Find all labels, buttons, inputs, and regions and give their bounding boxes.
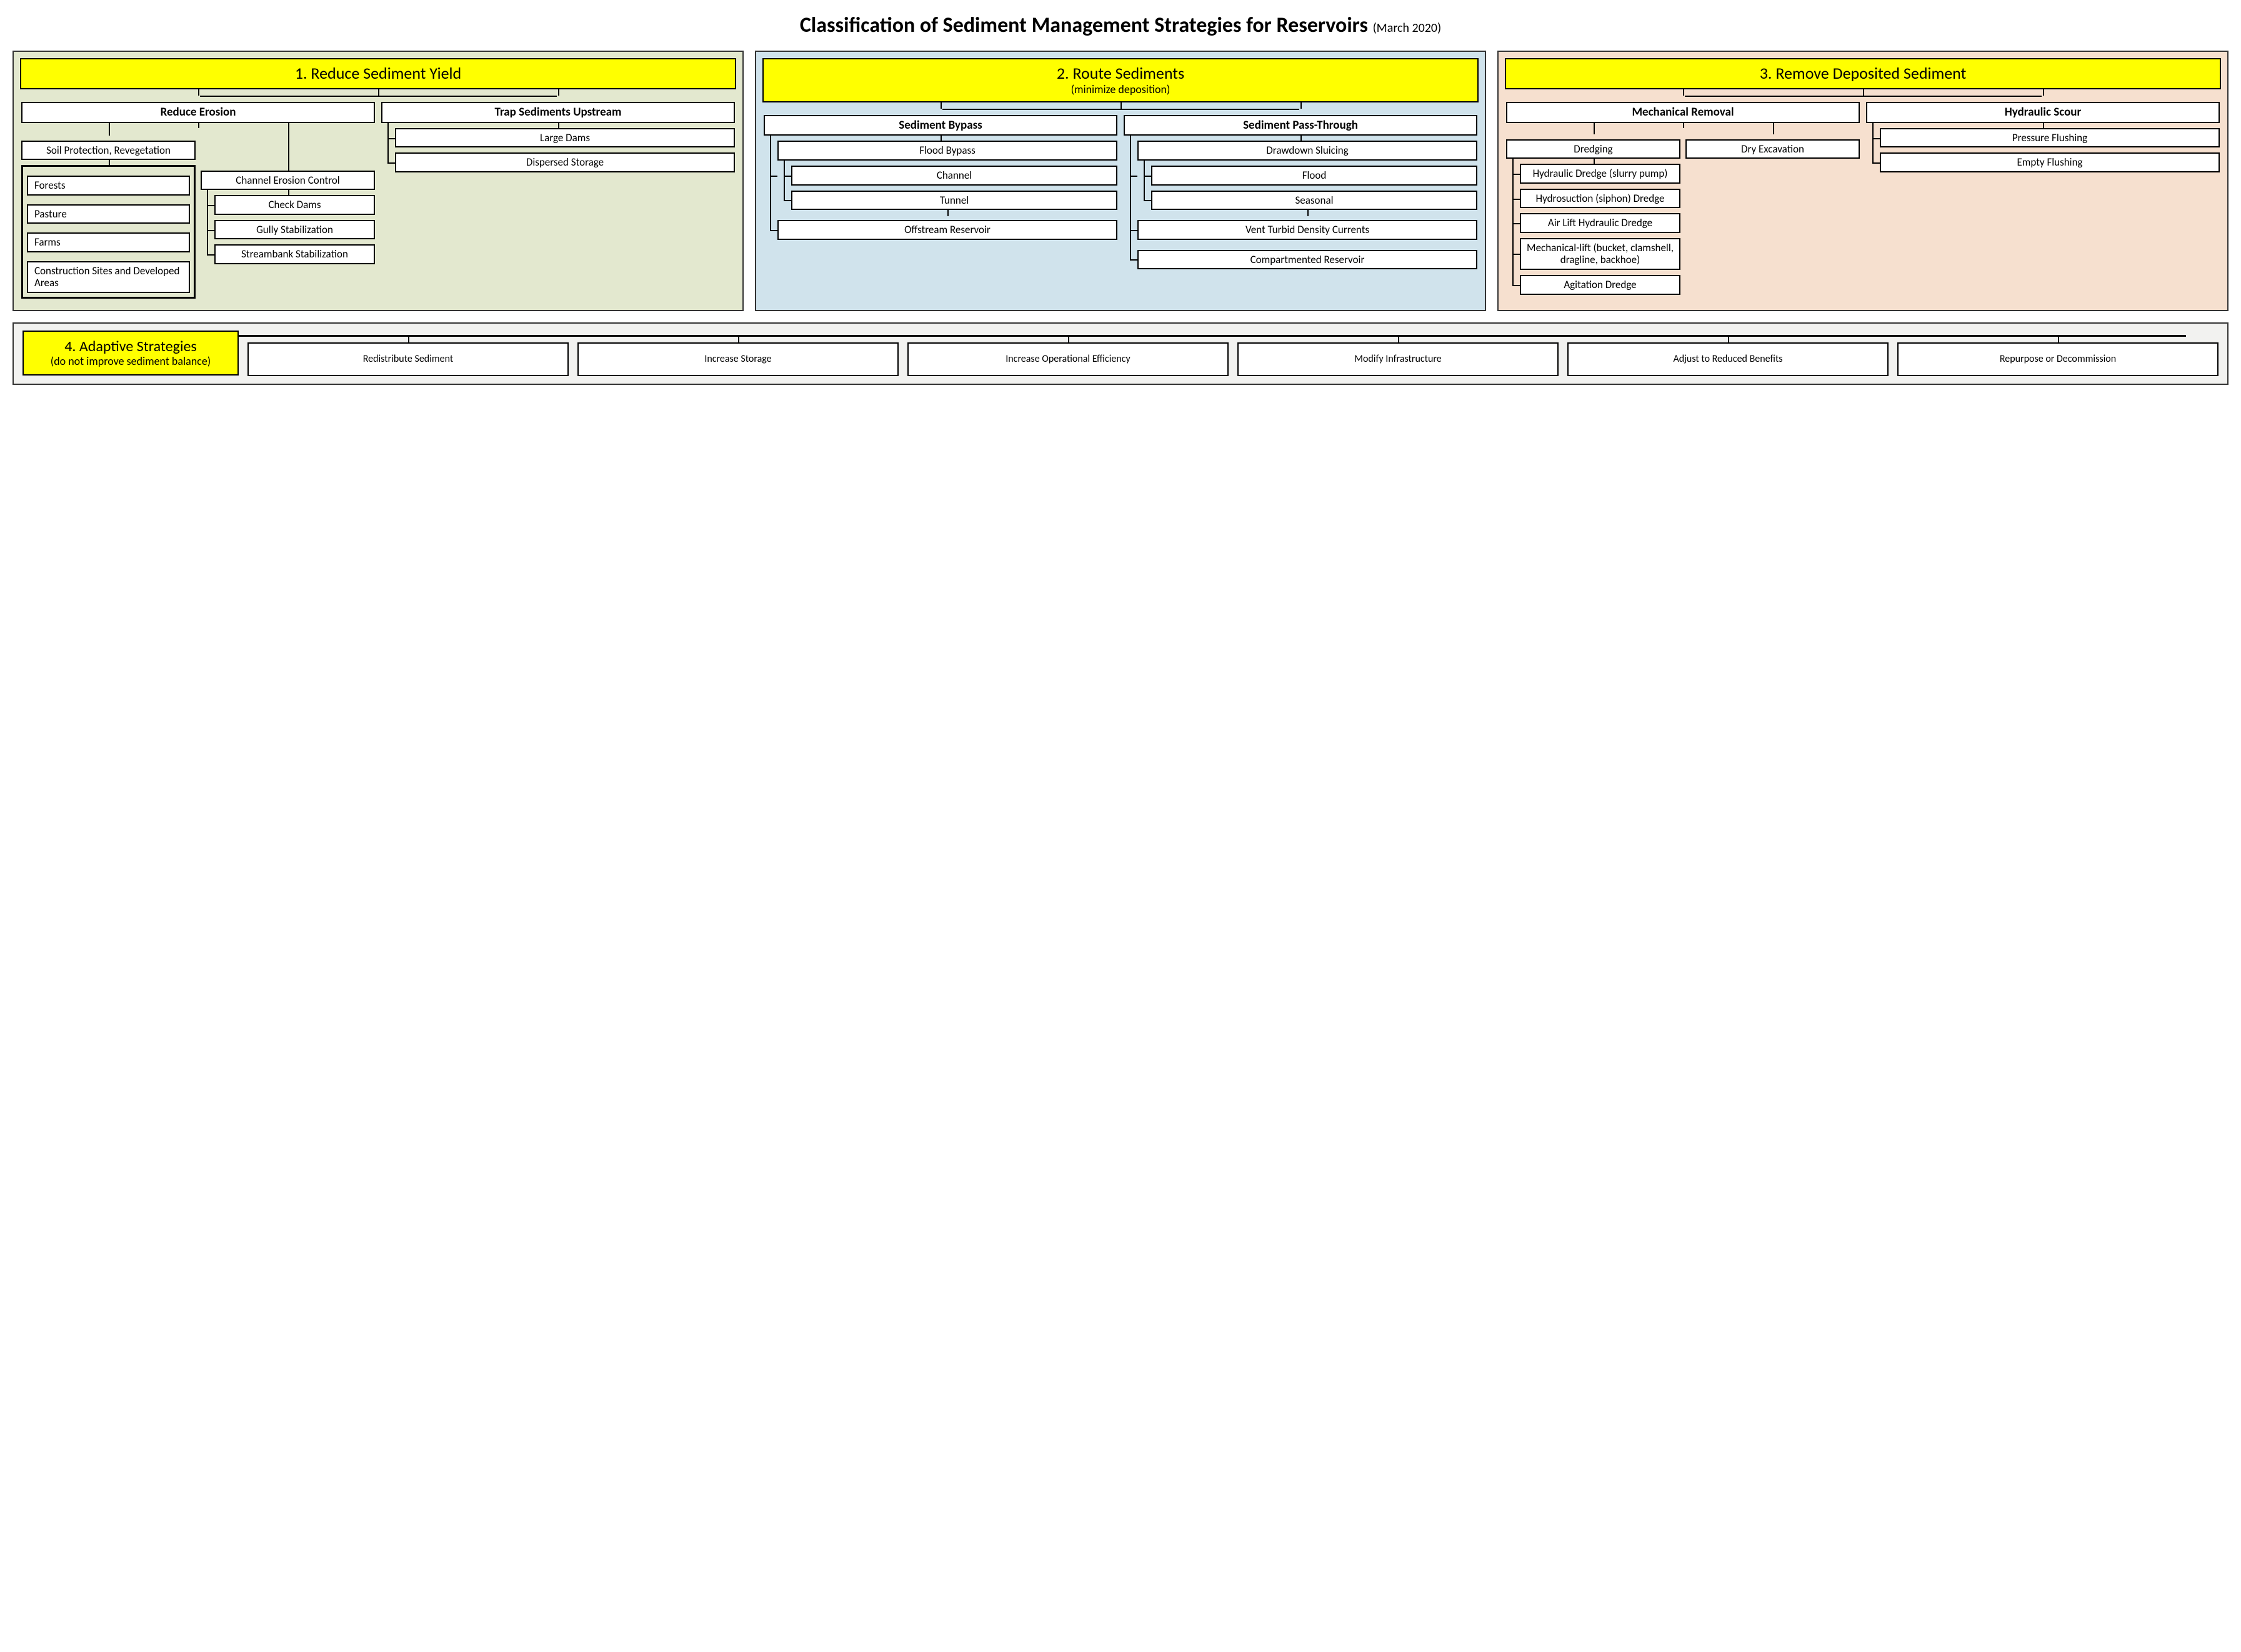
panel-remove-deposited: 3. Remove Deposited Sediment Mechanical …	[1497, 51, 2229, 311]
node-channel: Channel	[791, 166, 1117, 186]
panel-adaptive: 4. Adaptive Strategies (do not improve s…	[12, 322, 2229, 385]
node-flood-bypass: Flood Bypass	[777, 141, 1117, 161]
node-trap-upstream: Trap Sediments Upstream	[381, 102, 735, 123]
node-forests: Forests	[27, 176, 190, 196]
title-text: Classification of Sediment Management St…	[800, 12, 1368, 38]
panel4-header: 4. Adaptive Strategies (do not improve s…	[22, 331, 239, 376]
node-increase-efficiency: Increase Operational Efficiency	[907, 342, 1229, 376]
node-dry-excavation: Dry Excavation	[1685, 139, 1860, 159]
node-construction: Construction Sites and Developed Areas	[27, 261, 190, 293]
panel-route-sediments: 2. Route Sediments (minimize deposition)…	[755, 51, 1486, 311]
node-empty-flushing: Empty Flushing	[1880, 152, 2220, 172]
node-dredging: Dredging	[1506, 139, 1680, 159]
node-channel-erosion: Channel Erosion Control	[201, 171, 375, 191]
top-panels: 1. Reduce Sediment Yield Reduce Erosion …	[12, 51, 2229, 311]
node-mechanical-removal: Mechanical Removal	[1506, 102, 1860, 123]
node-streambank: Streambank Stabilization	[214, 244, 375, 264]
node-sediment-bypass: Sediment Bypass	[764, 115, 1117, 136]
node-modify-infrastructure: Modify Infrastructure	[1237, 342, 1559, 376]
panel2-header: 2. Route Sediments (minimize deposition)	[762, 58, 1479, 102]
node-check-dams: Check Dams	[214, 195, 375, 215]
node-airlift: Air Lift Hydraulic Dredge	[1520, 213, 1680, 233]
node-pass-through: Sediment Pass-Through	[1124, 115, 1477, 136]
node-adjust-benefits: Adjust to Reduced Benefits	[1567, 342, 1889, 376]
node-gully: Gully Stabilization	[214, 220, 375, 240]
node-hydraulic-scour: Hydraulic Scour	[1866, 102, 2220, 123]
node-compartmented: Compartmented Reservoir	[1137, 250, 1477, 270]
node-large-dams: Large Dams	[395, 128, 735, 148]
node-repurpose: Repurpose or Decommission	[1897, 342, 2219, 376]
node-dispersed-storage: Dispersed Storage	[395, 152, 735, 172]
node-mechanical-lift: Mechanical-lift (bucket, clamshell, drag…	[1520, 238, 1680, 270]
node-pressure-flushing: Pressure Flushing	[1880, 128, 2220, 148]
node-flood: Flood	[1151, 166, 1477, 186]
node-drawdown: Drawdown Sluicing	[1137, 141, 1477, 161]
node-tunnel: Tunnel	[791, 191, 1117, 211]
panel3-header: 3. Remove Deposited Sediment	[1505, 58, 2221, 89]
node-reduce-erosion: Reduce Erosion	[21, 102, 375, 123]
title-date: (March 2020)	[1373, 21, 1442, 36]
panel2-header-line1: 2. Route Sediments	[1057, 63, 1184, 83]
node-offstream: Offstream Reservoir	[777, 220, 1117, 240]
node-redistribute: Redistribute Sediment	[247, 342, 569, 376]
node-increase-storage: Increase Storage	[577, 342, 899, 376]
panel4-header-line1: 4. Adaptive Strategies	[64, 337, 197, 356]
panel2-header-line2: (minimize deposition)	[767, 83, 1474, 96]
page-title: Classification of Sediment Management St…	[12, 12, 2229, 38]
panel4-header-line2: (do not improve sediment balance)	[27, 355, 234, 368]
panel1-header: 1. Reduce Sediment Yield	[20, 58, 736, 89]
panel-reduce-yield: 1. Reduce Sediment Yield Reduce Erosion …	[12, 51, 744, 311]
node-farms: Farms	[27, 232, 190, 252]
node-pasture: Pasture	[27, 204, 190, 224]
node-vent-turbid: Vent Turbid Density Currents	[1137, 220, 1477, 240]
node-hydrosuction: Hydrosuction (siphon) Dredge	[1520, 189, 1680, 209]
node-soil-protection: Soil Protection, Revegetation	[21, 141, 196, 161]
node-agitation: Agitation Dredge	[1520, 275, 1680, 295]
node-seasonal: Seasonal	[1151, 191, 1477, 211]
node-hydraulic-dredge: Hydraulic Dredge (slurry pump)	[1520, 164, 1680, 184]
group-land-uses: Forests Pasture Farms Construction Sites…	[21, 165, 196, 299]
